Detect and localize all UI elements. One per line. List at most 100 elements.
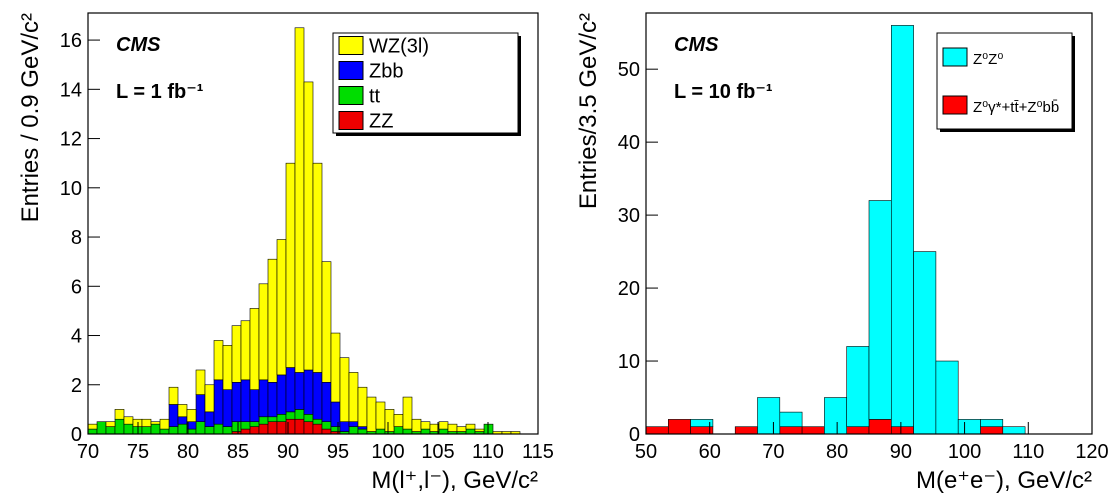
histogram-bar [339,357,350,422]
histogram-bar [312,423,323,435]
histogram-bar [123,416,134,425]
x-tick-label: 90 [890,441,912,463]
histogram-bar [366,396,377,432]
histogram-bar [465,423,476,430]
x-tick-label: 85 [227,441,249,463]
histogram-bar [801,426,825,435]
histogram-bar [438,428,449,435]
histogram-bar [690,419,714,428]
y-tick-label: 8 [71,227,82,249]
histogram-bar [141,418,152,427]
y-tick-label: 20 [618,278,640,300]
y-tick-label: 14 [60,79,82,101]
histogram-bar [168,426,179,435]
histogram-bar [258,283,269,381]
histogram-bar [231,325,242,383]
histogram-bar [312,418,323,425]
x-tick-label: 75 [127,441,149,463]
histogram-bar [177,404,188,418]
legend-label: tt [369,86,381,108]
legend-label: Z⁰γ*+tt̄+Z⁰bb̄ [973,99,1059,116]
histogram-bar [667,419,691,435]
luminosity-label: L = 10 fb⁻¹ [674,81,773,103]
y-tick-label: 0 [71,424,82,446]
histogram-bar [267,381,278,418]
legend-swatch [338,61,364,80]
histogram-bar [186,409,197,422]
histogram-bar [87,428,98,435]
histogram-bar [846,346,870,428]
histogram-bar [195,394,206,422]
histogram-bar [330,426,341,432]
plot-frame [645,12,1093,435]
histogram-bar [276,421,287,435]
histogram-bar [177,416,188,425]
histogram-bar [420,428,431,435]
histogram-bar [240,379,251,422]
histogram-bar [258,379,269,418]
histogram-bar [890,426,914,435]
histogram-bar [846,426,870,435]
histogram-bar [375,428,386,435]
histogram-bar [824,397,848,435]
histogram-bar [339,421,350,432]
histogram-bar [159,428,170,435]
histogram-bar [330,401,341,427]
histogram-bar [285,367,296,413]
histogram-bar [258,423,269,435]
histogram-bar [447,423,458,432]
histogram-bar [177,423,188,435]
y-tick-label: 10 [618,351,640,373]
histogram-bar [980,419,1004,428]
y-tick-label: 12 [60,129,82,151]
histogram-bar [890,25,914,428]
histogram-bar [757,397,781,435]
y-tick-label: 2 [71,375,82,397]
histogram-bar [168,386,179,405]
histogram-bar [267,416,278,422]
histogram-bar [1002,426,1026,435]
histogram-bar [303,369,314,415]
legend-swatch [338,36,364,55]
histogram-bar [312,372,323,420]
x-tick-label: 105 [421,441,454,463]
x-tick-label: 110 [1012,441,1044,463]
histogram-bar [285,418,296,435]
histogram-bar [321,261,332,383]
histogram-bar [195,421,206,435]
y-tick-label: 16 [60,30,82,52]
histogram-bar [321,428,332,435]
y-tick-label: 10 [60,178,82,200]
histogram-bar [868,200,892,420]
histogram-bar [779,426,803,435]
histogram-bar [321,381,332,422]
histogram-bar [204,411,215,427]
histogram-bar [285,162,296,368]
histogram-bar [303,421,314,435]
histogram-bar [348,421,359,427]
histogram-bar [935,360,959,435]
x-tick-label: 70 [77,441,99,463]
histogram-bar [213,423,224,435]
legend-label: Z⁰Z⁰ [973,51,1003,68]
y-tick-label: 30 [618,205,640,227]
histogram-bar [294,409,305,420]
histogram-bar [231,381,242,422]
histogram-bar [303,414,314,422]
legend-swatch [942,95,968,115]
histogram-bar [123,423,134,435]
legend-label: Zbb [369,61,403,83]
legend-label: ZZ [369,111,393,133]
histogram-bar [285,411,296,420]
legend-swatch [942,47,968,67]
y-tick-label: 50 [618,59,640,81]
histogram-bar [249,421,260,427]
histogram-bar [294,418,305,435]
histogram-bar [159,418,170,430]
x-axis-label: M(e⁺e⁻), GeV/c² [916,467,1092,494]
histogram-bar [645,426,669,435]
histogram-bar [357,426,368,430]
histogram-bar [276,414,287,422]
